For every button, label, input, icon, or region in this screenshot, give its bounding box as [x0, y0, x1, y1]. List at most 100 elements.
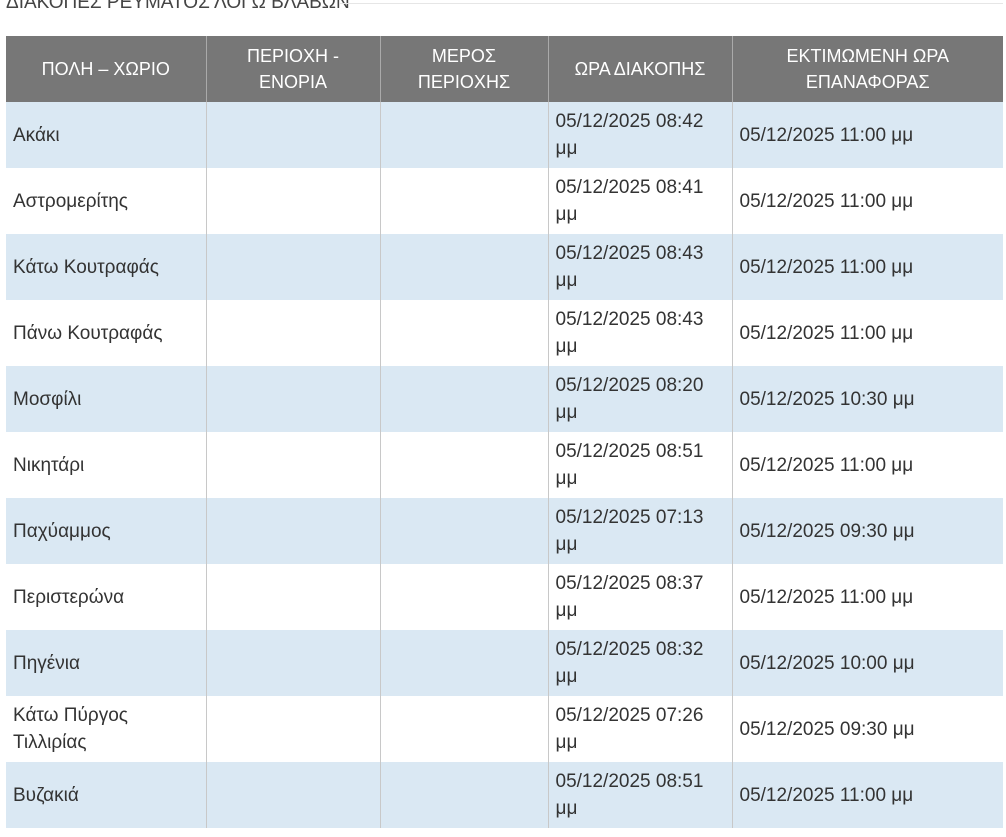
cell: 05/12/2025 08:32 μμ [547, 630, 732, 696]
cell: Πάνω Κουτραφάς [6, 300, 206, 366]
cell: 05/12/2025 11:00 μμ [731, 300, 1003, 366]
outage-time: 05/12/2025 08:32 μμ [555, 639, 704, 687]
cell: 05/12/2025 08:43 μμ [547, 300, 732, 366]
cell: 05/12/2025 08:51 μμ [547, 432, 732, 498]
outage-time: 05/12/2025 08:42 μμ [555, 111, 704, 159]
outage-time: 05/12/2025 08:37 μμ [555, 573, 704, 621]
outage-time: 05/12/2025 08:51 μμ [555, 441, 704, 489]
cell [379, 234, 548, 300]
cell [205, 564, 380, 630]
outage-table: ΠΟΛΗ – ΧΩΡΙΟ ΠΕΡΙΟΧΗ - ΕΝΟΡΙΑ ΜΕΡΟΣ ΠΕΡΙΟΧ… [6, 36, 1003, 828]
page-title: ΔΙΑΚΟΠΕΣ ΡΕΥΜΑΤΟΣ ΛΟΓΩ ΒΛΑΒΩΝ [6, 0, 350, 13]
outage-time: 05/12/2025 07:13 μμ [555, 507, 704, 555]
table-row: Παχύαμμος 05/12/2025 07:13 μμ 05/12/2025 0… [6, 498, 1003, 564]
cell: Περιστερώνα [6, 564, 206, 630]
table-row: Πάνω Κουτραφάς 05/12/2025 08:43 μμ 05/12/2… [6, 300, 1003, 366]
outage-time: 05/12/2025 08:20 μμ [555, 375, 704, 423]
cell: 05/12/2025 08:41 μμ [547, 168, 732, 234]
place-name: Πηγένια [13, 652, 80, 674]
cell: Βυζακιά [6, 762, 206, 828]
table-row: Κάτω Πύργος Τιλλιρίας 05/12/2025 07:26 μμ… [6, 696, 1003, 762]
column-header: ΜΕΡΟΣ ΠΕΡΙΟΧΗΣ [379, 36, 548, 102]
restore-time: 05/12/2025 11:00 μμ [739, 322, 914, 344]
cell [205, 498, 380, 564]
cell [379, 300, 548, 366]
cell [205, 630, 380, 696]
restore-time: 05/12/2025 10:00 μμ [739, 652, 915, 674]
place-name: Κάτω Πύργος Τιλλιρίας [13, 705, 128, 753]
cell: Παχύαμμος [6, 498, 206, 564]
column-header: ΠΟΛΗ – ΧΩΡΙΟ [6, 36, 206, 102]
cell [379, 432, 548, 498]
cell [205, 432, 380, 498]
table-row: Αστρομερίτης 05/12/2025 08:41 μμ 05/12/202… [6, 168, 1003, 234]
cell [379, 366, 548, 432]
column-header: ΩΡΑ ΔΙΑΚΟΠΗΣ [547, 36, 732, 102]
cell: 05/12/2025 11:00 μμ [731, 564, 1003, 630]
cell: Ακάκι [6, 102, 206, 168]
table-body: Ακάκι 05/12/2025 08:42 μμ 05/12/2025 11:00… [6, 102, 1003, 828]
column-header: ΕΚΤΙΜΩΜΕΝΗ ΩΡΑ ΕΠΑΝΑΦΟΡΑΣ [731, 36, 1003, 102]
table-row: Βυζακιά 05/12/2025 08:51 μμ 05/12/2025 11:… [6, 762, 1003, 828]
place-name: Μοσφίλι [13, 388, 82, 410]
cell: 05/12/2025 11:00 μμ [731, 102, 1003, 168]
cell: Αστρομερίτης [6, 168, 206, 234]
restore-time: 05/12/2025 11:00 μμ [739, 784, 914, 806]
place-name: Ακάκι [13, 124, 60, 146]
table-row: Νικητάρι 05/12/2025 08:51 μμ 05/12/2025 11… [6, 432, 1003, 498]
table-row: Πηγένια 05/12/2025 08:32 μμ 05/12/2025 10:… [6, 630, 1003, 696]
cell: Μοσφίλι [6, 366, 206, 432]
table-row: Περιστερώνα 05/12/2025 08:37 μμ 05/12/2025… [6, 564, 1003, 630]
place-name: Κάτω Κουτραφάς [13, 256, 159, 278]
column-header: ΠΕΡΙΟΧΗ - ΕΝΟΡΙΑ [205, 36, 380, 102]
top-rule [340, 3, 1003, 4]
cell [379, 102, 548, 168]
cell [379, 564, 548, 630]
outage-time: 05/12/2025 08:51 μμ [555, 771, 704, 819]
cell [205, 168, 380, 234]
cell [379, 168, 548, 234]
cell: Νικητάρι [6, 432, 206, 498]
outage-time: 05/12/2025 08:43 μμ [555, 243, 704, 291]
place-name: Περιστερώνα [13, 586, 125, 608]
place-name: Αστρομερίτης [13, 190, 128, 212]
cell: 05/12/2025 11:00 μμ [731, 432, 1003, 498]
cell [205, 762, 380, 828]
cell: 05/12/2025 10:00 μμ [731, 630, 1003, 696]
cell: 05/12/2025 10:30 μμ [731, 366, 1003, 432]
cell: 05/12/2025 08:37 μμ [547, 564, 732, 630]
place-name: Βυζακιά [13, 784, 79, 806]
table-row: Μοσφίλι 05/12/2025 08:20 μμ 05/12/2025 10:… [6, 366, 1003, 432]
cell [205, 366, 380, 432]
cell [379, 498, 548, 564]
cell [205, 696, 380, 762]
restore-time: 05/12/2025 11:00 μμ [739, 454, 914, 476]
table-row: Ακάκι 05/12/2025 08:42 μμ 05/12/2025 11:00… [6, 102, 1003, 168]
restore-time: 05/12/2025 11:00 μμ [739, 586, 914, 608]
cell: 05/12/2025 08:51 μμ [547, 762, 732, 828]
outage-time: 05/12/2025 08:41 μμ [555, 177, 704, 225]
cell: 05/12/2025 08:42 μμ [547, 102, 732, 168]
restore-time: 05/12/2025 11:00 μμ [739, 256, 914, 278]
cell [205, 234, 380, 300]
cell: 05/12/2025 09:30 μμ [731, 498, 1003, 564]
table-row: Κάτω Κουτραφάς 05/12/2025 08:43 μμ 05/12/2… [6, 234, 1003, 300]
cell: 05/12/2025 08:43 μμ [547, 234, 732, 300]
cell: 05/12/2025 07:26 μμ [547, 696, 732, 762]
place-name: Παχύαμμος [13, 520, 111, 542]
cell: 05/12/2025 07:13 μμ [547, 498, 732, 564]
cell [205, 102, 380, 168]
cell [379, 762, 548, 828]
cell: Κάτω Πύργος Τιλλιρίας [6, 696, 206, 762]
cell: 05/12/2025 11:00 μμ [731, 762, 1003, 828]
cell: 05/12/2025 11:00 μμ [731, 168, 1003, 234]
place-name: Νικητάρι [13, 454, 85, 476]
restore-time: 05/12/2025 11:00 μμ [739, 190, 914, 212]
outage-time: 05/12/2025 08:43 μμ [555, 309, 704, 357]
cell [205, 300, 380, 366]
cell: Πηγένια [6, 630, 206, 696]
restore-time: 05/12/2025 09:30 μμ [739, 520, 915, 542]
cell: 05/12/2025 09:30 μμ [731, 696, 1003, 762]
restore-time: 05/12/2025 10:30 μμ [739, 388, 915, 410]
